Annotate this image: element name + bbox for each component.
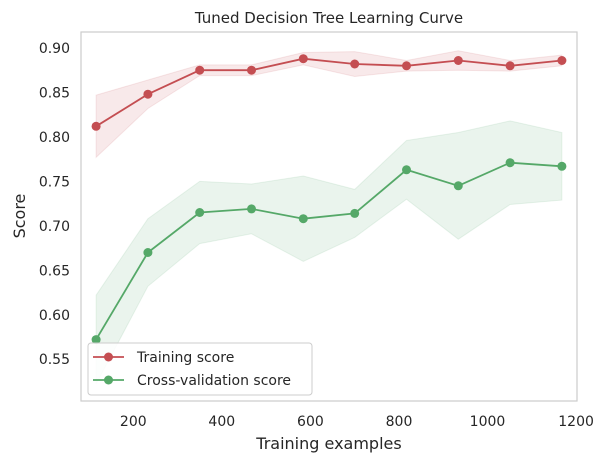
point-cv — [453, 181, 463, 191]
point-cv — [143, 248, 153, 257]
point-training — [402, 61, 411, 71]
point-cv — [298, 214, 308, 224]
point-cv — [557, 161, 567, 171]
point-training — [350, 59, 360, 69]
series-lines — [95, 57, 562, 341]
plot-frame — [80, 31, 578, 402]
x-tick-label: 800 — [386, 414, 413, 430]
legend: Training score Cross-validation score — [87, 342, 313, 396]
x-tick-label: 400 — [208, 414, 235, 430]
point-training — [453, 56, 463, 65]
x-tick-label: 600 — [297, 414, 324, 430]
legend-label-cv: Cross-validation score — [137, 373, 291, 389]
point-cv — [195, 208, 205, 217]
y-tick-label: 0.80 — [39, 130, 70, 146]
y-tick-label: 0.65 — [39, 263, 70, 279]
x-axis-label: Training examples — [255, 434, 401, 453]
y-axis-label: Score — [10, 194, 29, 239]
series-points — [91, 54, 567, 345]
y-tick-label: 0.85 — [39, 86, 70, 102]
line-cv — [95, 161, 562, 341]
confidence-bands — [95, 50, 563, 385]
point-training — [195, 65, 205, 75]
legend-marker-cv — [104, 375, 113, 385]
point-cv — [402, 165, 411, 175]
point-training — [505, 61, 515, 71]
point-training — [557, 56, 567, 65]
band-training — [95, 50, 563, 159]
x-tick-label: 1000 — [470, 414, 506, 430]
point-cv — [247, 204, 256, 214]
point-cv — [91, 335, 101, 345]
y-tick-label: 0.75 — [39, 174, 70, 190]
point-training — [247, 65, 256, 75]
chart-title: Tuned Decision Tree Learning Curve — [194, 9, 463, 27]
y-tick-label: 0.60 — [39, 308, 70, 324]
legend-box — [87, 342, 313, 396]
y-tick-label: 0.55 — [39, 352, 70, 368]
y-tick-label: 0.70 — [39, 219, 70, 235]
band-cv — [95, 120, 563, 385]
point-cv — [350, 208, 360, 218]
point-training — [298, 54, 308, 64]
point-training — [91, 121, 101, 131]
line-training — [95, 57, 562, 128]
x-tick-label: 1200 — [558, 414, 594, 430]
point-cv — [505, 158, 515, 168]
y-tick-label: 0.90 — [39, 41, 70, 57]
y-axis-ticks: 0.55 0.60 0.65 0.70 0.75 0.80 0.85 0.90 — [39, 41, 70, 368]
x-tick-label: 200 — [120, 414, 147, 430]
legend-marker-training — [104, 352, 113, 362]
legend-label-training: Training score — [136, 350, 234, 366]
x-axis-ticks: 200 400 600 800 1000 1200 — [120, 414, 594, 430]
point-training — [143, 89, 153, 99]
